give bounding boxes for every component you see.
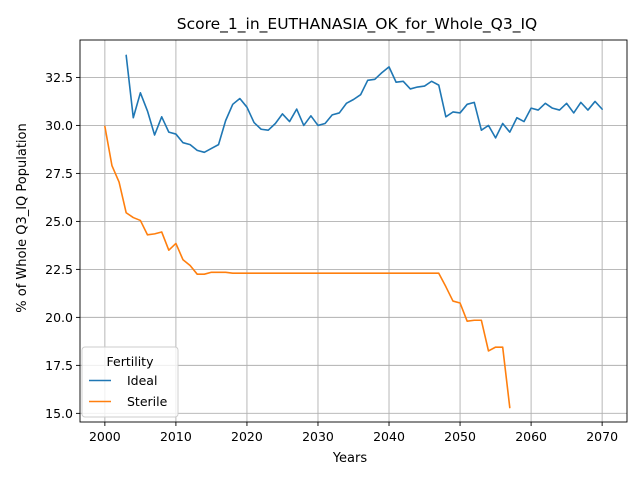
x-tick-label: 2000 [89, 429, 121, 444]
legend-items: Ideal Sterile [89, 373, 168, 409]
legend-label-ideal: Ideal [127, 373, 157, 388]
y-tick-label: 32.5 [45, 70, 73, 85]
x-tick-label: 2020 [231, 429, 263, 444]
y-axis-label: % of Whole Q3_IQ Population [15, 123, 30, 312]
y-tick-label: 20.0 [45, 310, 73, 325]
y-tick-label: 22.5 [45, 262, 73, 277]
legend-title: Fertility [107, 354, 155, 369]
y-tick-label: 15.0 [45, 406, 73, 421]
x-axis-label: Years [332, 451, 368, 466]
legend-label-sterile: Sterile [127, 394, 168, 409]
x-tick-label: 2010 [160, 429, 192, 444]
y-tick-label: 17.5 [45, 358, 73, 373]
x-tick-label: 2060 [515, 429, 547, 444]
x-tick-label: 2070 [586, 429, 618, 444]
ticks-layer: 2000 2010 2020 2030 2040 2050 2060 2070 15.0 17.5… [45, 70, 618, 444]
x-tick-label: 2030 [302, 429, 334, 444]
x-tick-label: 2040 [373, 429, 405, 444]
grid-layer [80, 40, 627, 422]
x-tick-label: 2050 [444, 429, 476, 444]
legend: Fertility Ideal Sterile [81, 346, 179, 418]
legend-box [81, 346, 179, 418]
series-line-ideal [125, 54, 603, 154]
y-tick-label: 30.0 [45, 118, 73, 133]
plot-frame [79, 39, 628, 423]
series-line-sterile [104, 125, 511, 409]
chart-title: Score_1_in_EUTHANASIA_OK_for_Whole_Q3_IQ [177, 15, 537, 34]
y-tick-label: 25.0 [45, 214, 73, 229]
y-tick-label: 27.5 [45, 166, 73, 181]
series-layer [104, 54, 603, 409]
